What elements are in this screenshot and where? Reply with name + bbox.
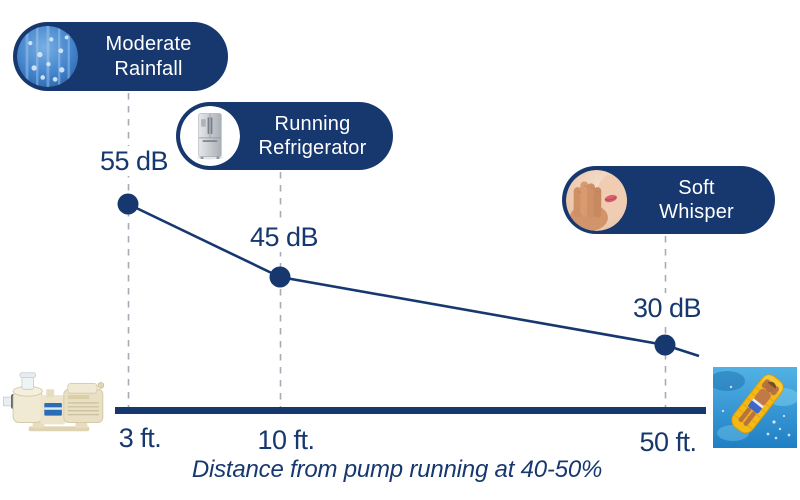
annotation-label: Running Refrigerator — [258, 112, 367, 159]
whisper-photo-icon — [566, 170, 627, 231]
annotation-label: Soft Whisper — [659, 176, 734, 223]
rainfall-photo-icon — [17, 26, 78, 87]
x-axis-label-50ft: 50 ft. — [639, 427, 697, 457]
x-axis-line — [115, 407, 706, 414]
data-point-30db — [654, 334, 676, 356]
annotation-pill-running-refrigerator: Running Refrigerator — [176, 102, 393, 170]
x-axis-label-3ft: 3 ft. — [118, 423, 162, 453]
pool-float-image — [713, 367, 797, 448]
point-label-55db: 55 dB — [91, 146, 177, 176]
data-point-55db — [117, 193, 139, 215]
point-label-30db: 30 dB — [624, 293, 710, 323]
trend-line — [127, 202, 700, 358]
pool-pump-image — [3, 372, 105, 432]
x-axis-label-10ft: 10 ft. — [257, 425, 315, 455]
annotation-pill-soft-whisper: Soft Whisper — [562, 166, 775, 234]
refrigerator-photo-icon — [180, 106, 240, 166]
point-label-45db: 45 dB — [241, 222, 327, 252]
x-axis-title: Distance from pump running at 40-50% — [191, 456, 603, 483]
annotation-pill-moderate-rainfall: Moderate Rainfall — [13, 22, 228, 91]
annotation-label: Moderate Rainfall — [105, 33, 192, 80]
data-point-45db — [269, 266, 291, 288]
